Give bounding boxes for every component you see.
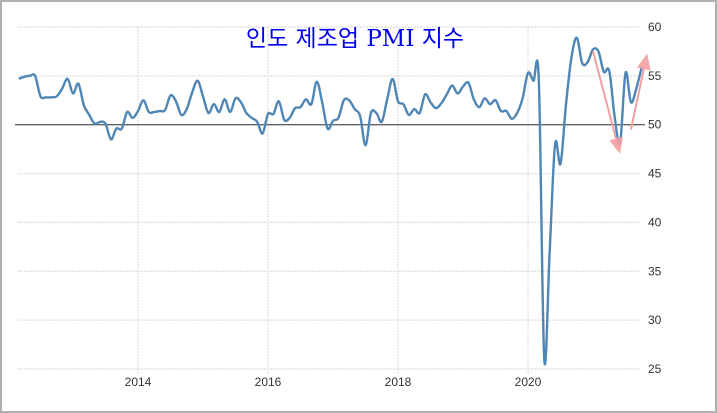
series-line [18,36,643,366]
grid [18,26,640,375]
y-tick-label: 60 [648,20,662,34]
y-tick-label: 25 [648,362,662,376]
y-tick-label: 30 [648,313,662,327]
y-tick-label: 50 [648,118,662,132]
series-layer [18,36,643,366]
x-tick-label: 2020 [515,375,542,389]
y-tick-label: 35 [648,264,662,278]
arrow-up-annotation [629,53,651,130]
y-tick-label: 45 [648,167,662,181]
y-tick-label: 55 [648,69,662,83]
arrow-head [609,136,623,155]
chart-title: 인도 제조업 PMI 지수 [246,26,464,52]
x-tick-label: 2014 [125,375,152,389]
arrow-head [636,53,651,71]
annotations [592,51,651,155]
tick-labels: 25 30 35 40 45 50 55 60 2014 2016 2018 2020 [125,20,662,389]
x-tick-label: 2018 [385,375,412,389]
arrow-down-annotation [592,51,623,155]
arrow-shaft [592,51,617,139]
y-tick-label: 40 [648,215,662,229]
arrow-shaft [629,68,645,130]
x-tick-label: 2016 [255,375,282,389]
